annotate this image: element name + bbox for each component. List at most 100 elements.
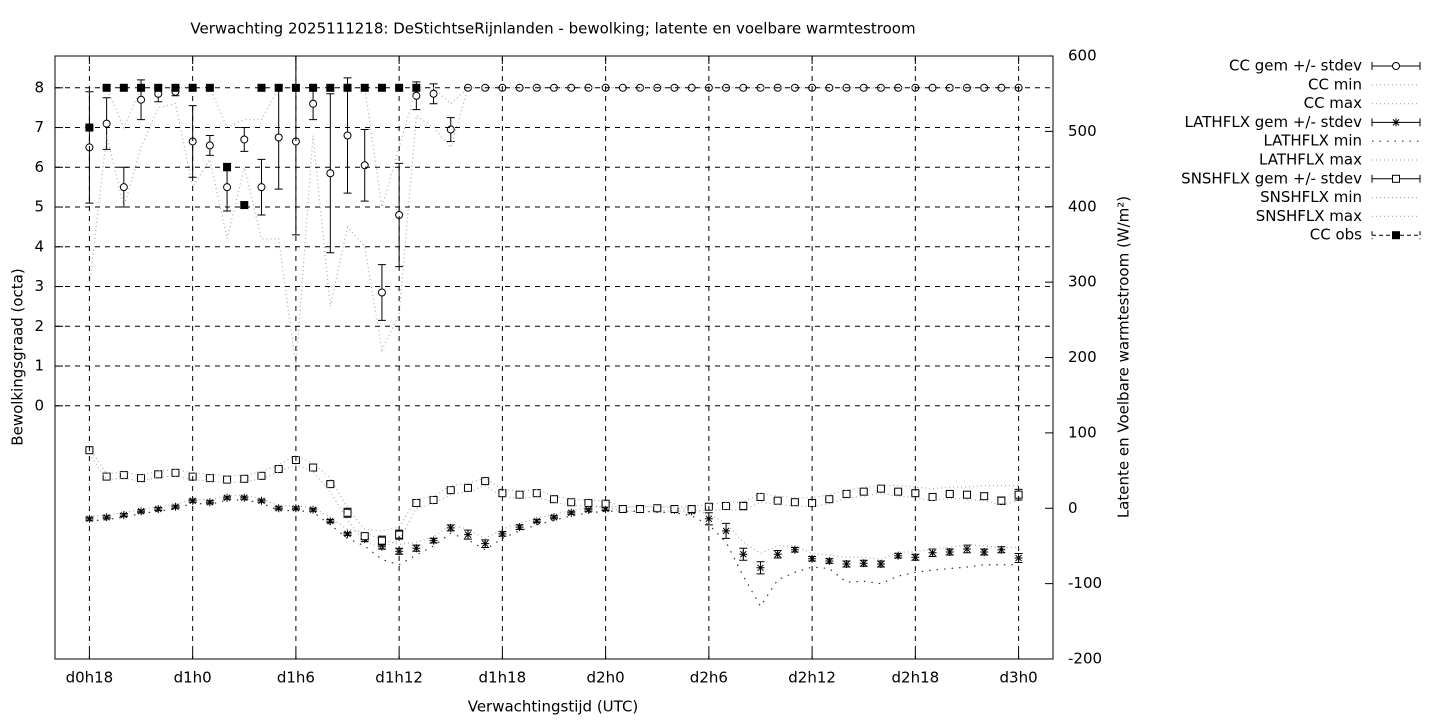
data-point (825, 557, 834, 566)
data-point (309, 99, 318, 108)
legend-label: LATHFLX gem +/- stdev (1184, 113, 1362, 131)
data-point (825, 495, 834, 504)
y2-tick-label: -200 (1068, 650, 1102, 668)
data-point (274, 133, 283, 142)
y-tick-label: 2 (34, 317, 44, 335)
x-tick-label: d2h0 (587, 669, 625, 687)
data-point (119, 511, 128, 520)
data-point (515, 523, 524, 532)
data-point (894, 551, 903, 560)
legend-label: SNSHFLX gem +/- stdev (1181, 169, 1362, 187)
x-tick-label: d1h18 (479, 669, 527, 687)
data-point (481, 477, 490, 486)
data-point (137, 474, 146, 483)
y2-tick-label: 600 (1068, 47, 1097, 65)
data-point (274, 465, 283, 474)
data-point (257, 496, 266, 505)
data-point (360, 532, 369, 541)
data-point (412, 544, 421, 553)
data-point (343, 131, 352, 140)
legend-label: SNSHFLX min (1260, 188, 1362, 206)
data-point (962, 490, 971, 499)
range-line (88, 87, 1019, 367)
data-point (205, 498, 214, 507)
y2-tick-label: 200 (1068, 348, 1097, 366)
data-point (137, 95, 146, 104)
data-point (343, 508, 352, 517)
data-point (102, 472, 111, 481)
data-point (429, 89, 438, 98)
data-point (790, 545, 799, 554)
data-point (515, 490, 524, 499)
data-point (722, 526, 731, 535)
legend-label: CC min (1308, 75, 1362, 93)
data-point (550, 513, 558, 522)
data-point (876, 560, 885, 569)
plot-area (85, 56, 1023, 608)
x-tick-label: d2h18 (892, 669, 940, 687)
data-point (463, 483, 472, 492)
data-point (223, 183, 232, 192)
data-point (739, 550, 748, 559)
data-point (550, 495, 558, 504)
x-tick-label: d1h6 (277, 669, 315, 687)
data-point (532, 489, 541, 498)
data-point (343, 529, 352, 538)
data-point (997, 496, 1006, 505)
y2-tick-label: -100 (1068, 574, 1102, 592)
legend-label: CC max (1304, 94, 1363, 112)
legend-marker (1392, 62, 1400, 70)
data-point (137, 507, 146, 516)
data-point (240, 135, 249, 144)
data-point (928, 548, 937, 557)
data-point (567, 508, 576, 517)
legend-label: CC obs (1310, 226, 1362, 244)
data-point (670, 505, 679, 514)
data-point (790, 498, 799, 507)
data-point (532, 517, 541, 526)
data-point (240, 201, 249, 210)
data-point (171, 502, 180, 511)
data-point (102, 119, 111, 128)
legend-marker (1392, 118, 1400, 127)
y-tick-label: 4 (34, 237, 44, 255)
data-point (309, 505, 318, 514)
range-line (89, 494, 1019, 561)
plot-frame (54, 55, 1054, 660)
data-point (894, 487, 903, 496)
y-axis-label: Bewolkingsgraad (octa) (9, 268, 27, 445)
chart-title: Verwachting 2025111218: DeStichtseRijnla… (190, 20, 915, 38)
data-point (928, 492, 937, 501)
y2-tick-label: 100 (1068, 423, 1097, 441)
data-point (223, 493, 232, 502)
x-axis-label: Verwachtingstijd (UTC) (468, 698, 639, 716)
data-point (945, 489, 954, 498)
data-point (326, 480, 335, 489)
data-point (842, 560, 851, 569)
data-point (481, 539, 490, 548)
y-tick-label: 1 (34, 357, 44, 375)
data-point (119, 183, 128, 192)
legend-label: CC gem +/- stdev (1229, 57, 1362, 75)
legend-marker (1392, 174, 1400, 183)
data-point (498, 529, 507, 538)
legend-marker (1392, 231, 1400, 240)
data-point (653, 504, 662, 513)
x-tick-label: d2h12 (788, 669, 836, 687)
x-tick-label: d1h0 (174, 669, 212, 687)
data-point (377, 542, 386, 551)
data-point (446, 523, 455, 532)
data-point (274, 504, 283, 513)
data-point (859, 487, 868, 496)
data-point (756, 492, 765, 501)
y-tick-label: 7 (34, 118, 44, 136)
data-point (257, 471, 266, 480)
data-point (326, 169, 335, 178)
y-tick-label: 8 (34, 78, 44, 96)
y-tick-label: 5 (34, 198, 44, 216)
data-point (240, 474, 249, 483)
data-point (997, 545, 1006, 554)
data-point (446, 486, 455, 495)
